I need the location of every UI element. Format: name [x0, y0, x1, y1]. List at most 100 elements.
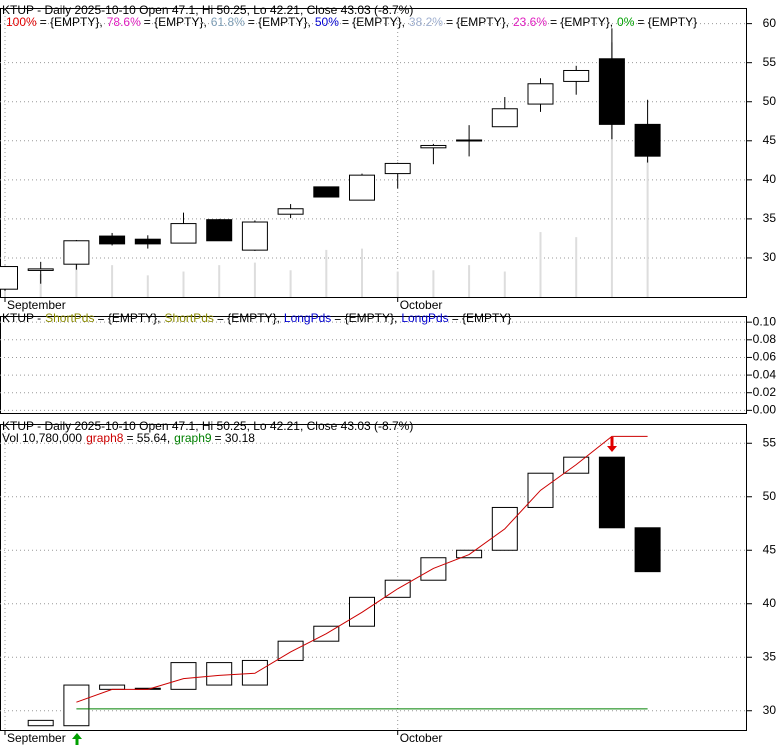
panel-title: KTUP - Daily 2025-10-10 Open 47.1, Hi 50… — [2, 419, 413, 433]
legend-text: = 55.64, — [126, 431, 170, 445]
box-body — [598, 456, 625, 529]
legend-text: = {EMPTY}, — [334, 311, 397, 325]
box-body — [170, 662, 197, 690]
candle-body — [27, 268, 54, 271]
volume-bar — [182, 271, 185, 297]
panel-title: KTUP - — [2, 311, 41, 325]
volume-bar — [432, 270, 435, 297]
legend-text: = {EMPTY}, — [97, 311, 160, 325]
legend-text: = 30.18 — [215, 431, 256, 445]
legend-name: 61.8% — [211, 15, 245, 29]
legend-text: = {EMPTY}, — [446, 15, 509, 29]
box-body — [634, 527, 661, 573]
candle-body — [206, 219, 233, 242]
y-tick-label: 0.06 — [753, 350, 777, 364]
sell-arrow — [607, 437, 617, 452]
y-tick-label: 0.10 — [753, 314, 777, 328]
legend-row: Vol 10,780,000 graph8 = 55.64, graph9 = 30.1… — [2, 431, 255, 445]
legend-name: LongPds — [284, 311, 331, 325]
y-tick-label: 50 — [763, 489, 777, 503]
legend-name: ShortPds — [45, 311, 94, 325]
y-tick-label: 0.08 — [753, 332, 777, 346]
panel-header: KTUP - ShortPds = {EMPTY}, ShortPds = {EMPTY… — [2, 311, 511, 325]
x-tick-label: September — [7, 731, 66, 745]
candle-body — [598, 58, 625, 125]
legend-text: = {EMPTY}, — [248, 15, 311, 29]
legend-name: 78.6% — [107, 15, 141, 29]
candle-body — [349, 174, 375, 201]
volume-bar — [75, 263, 78, 297]
x-tick-label: October — [400, 298, 443, 312]
candle-body — [563, 69, 590, 82]
panel-frame — [0, 424, 747, 731]
y-tick-label: 50 — [763, 94, 777, 108]
legend-row: 100% = {EMPTY}, 78.6% = {EMPTY}, 61.8% = {EMP… — [6, 15, 697, 29]
legend-name: graph8 — [86, 431, 124, 445]
volume-bar — [146, 275, 149, 297]
candle-body — [0, 266, 18, 290]
box-body — [206, 662, 233, 686]
legend-text: = {EMPTY}, — [40, 15, 103, 29]
legend-name: ShortPds — [165, 311, 214, 325]
legend-text: = {EMPTY} — [452, 311, 512, 325]
box-body — [27, 719, 54, 727]
volume-bar — [575, 237, 578, 297]
box-body — [241, 659, 268, 686]
legend-name: graph9 — [174, 431, 212, 445]
y-tick-label: 45 — [763, 133, 777, 147]
volume-bar — [325, 249, 328, 297]
candle-body — [420, 144, 447, 149]
legend-text: = {EMPTY}, — [342, 15, 405, 29]
y-tick-label: 55 — [763, 435, 777, 449]
volume-bar — [289, 270, 292, 297]
candle-body — [99, 235, 126, 245]
y-tick-label: 55 — [763, 55, 777, 69]
legend-text: = {EMPTY}, — [217, 311, 280, 325]
volume-bar — [646, 159, 649, 297]
volume-bar — [111, 265, 114, 297]
y-tick-label: 35 — [763, 649, 777, 663]
x-tick-label: September — [7, 298, 66, 312]
candle-body — [241, 221, 268, 251]
y-tick-label: 30 — [763, 250, 777, 264]
volume-bar — [503, 271, 506, 297]
legend-text: = {EMPTY} — [637, 15, 697, 29]
y-tick-label: 45 — [763, 542, 777, 556]
candle-body — [491, 108, 518, 128]
candle-body — [277, 208, 304, 215]
y-tick-label: 30 — [763, 703, 777, 717]
volume-bar — [218, 265, 221, 297]
indicator-line — [76, 435, 648, 703]
candle-body — [170, 223, 197, 244]
panel-title: KTUP - Daily 2025-10-10 Open 47.1, Hi 50… — [2, 3, 413, 17]
y-tick-label: 0.00 — [753, 403, 777, 417]
legend-name: 50% — [315, 15, 339, 29]
volume-bar — [253, 262, 256, 297]
box-body — [99, 684, 126, 690]
volume-bar — [396, 271, 399, 297]
legend-name: 100% — [6, 15, 37, 29]
candle-body — [134, 238, 161, 245]
buy-arrow — [72, 733, 82, 745]
volume-label: Vol 10,780,000 — [2, 431, 82, 445]
candle-body — [527, 83, 554, 105]
legend-text: = {EMPTY}, — [144, 15, 207, 29]
panel-header: KTUP - Daily 2025-10-10 Open 47.1, Hi 50… — [2, 3, 413, 17]
legend-name: LongPds — [401, 311, 448, 325]
x-tick-label: October — [400, 731, 443, 745]
legend-name: 0% — [617, 15, 635, 29]
y-tick-label: 0.02 — [753, 385, 777, 399]
y-tick-label: 60 — [763, 16, 777, 30]
candle-body — [456, 139, 483, 142]
volume-bar — [39, 274, 42, 297]
candle-body — [384, 162, 411, 175]
y-tick-label: 35 — [763, 211, 777, 225]
y-tick-label: 40 — [763, 172, 777, 186]
candle-body — [313, 186, 340, 198]
volume-bar — [610, 42, 613, 297]
box-body — [63, 684, 90, 727]
y-tick-label: 40 — [763, 596, 777, 610]
legend-name: 38.2% — [409, 15, 443, 29]
panel-header: KTUP - Daily 2025-10-10 Open 47.1, Hi 50… — [2, 419, 413, 433]
